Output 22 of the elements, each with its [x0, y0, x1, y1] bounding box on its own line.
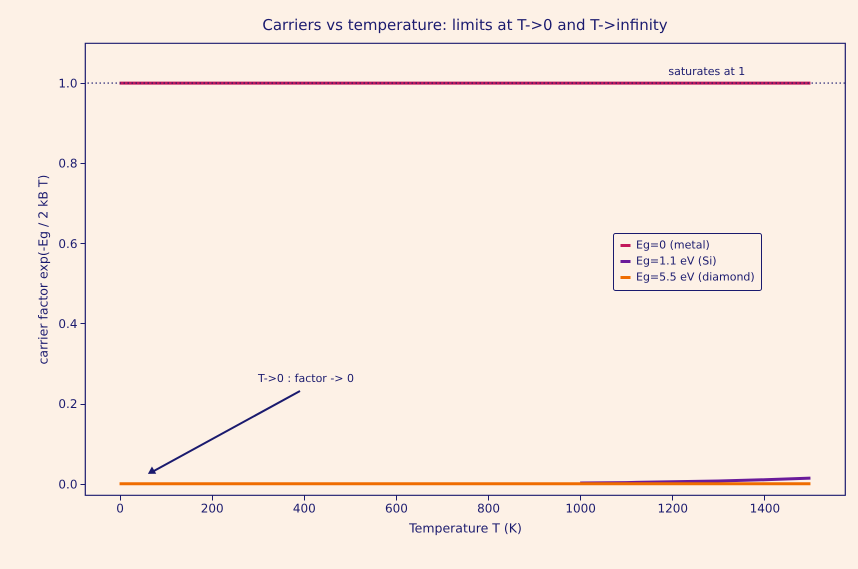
x-tick-label: 0 [116, 502, 124, 516]
x-tick-label: 1400 [750, 502, 780, 516]
annotation: T->0 : factor -> 0 [257, 372, 354, 385]
x-tick-label: 1200 [658, 502, 688, 516]
y-axis-title: carrier factor exp(-Eg / 2 kB T) [35, 174, 50, 364]
x-axis-title: Temperature T (K) [408, 520, 522, 536]
y-tick-label: 0.2 [58, 397, 78, 412]
chart-title: Carriers vs temperature: limits at T->0 and T->infinity [262, 16, 668, 34]
legend-label: Eg=0 (metal) [636, 238, 710, 252]
y-tick-label: 0.4 [58, 316, 78, 331]
y-tick-label: 0.8 [58, 156, 78, 171]
legend-label: Eg=5.5 eV (diamond) [636, 270, 755, 284]
annotation: saturates at 1 [668, 65, 746, 78]
legend-label: Eg=1.1 eV (Si) [636, 254, 717, 268]
y-tick-label: 0.6 [58, 236, 78, 251]
x-tick-label: 1000 [565, 502, 596, 516]
x-tick-label: 400 [292, 502, 316, 516]
y-tick-label: 0.0 [58, 477, 78, 492]
y-tick-label: 1.0 [58, 76, 78, 91]
x-tick-label: 600 [384, 502, 408, 516]
x-tick-label: 200 [200, 502, 224, 516]
x-tick-label: 800 [477, 502, 500, 516]
